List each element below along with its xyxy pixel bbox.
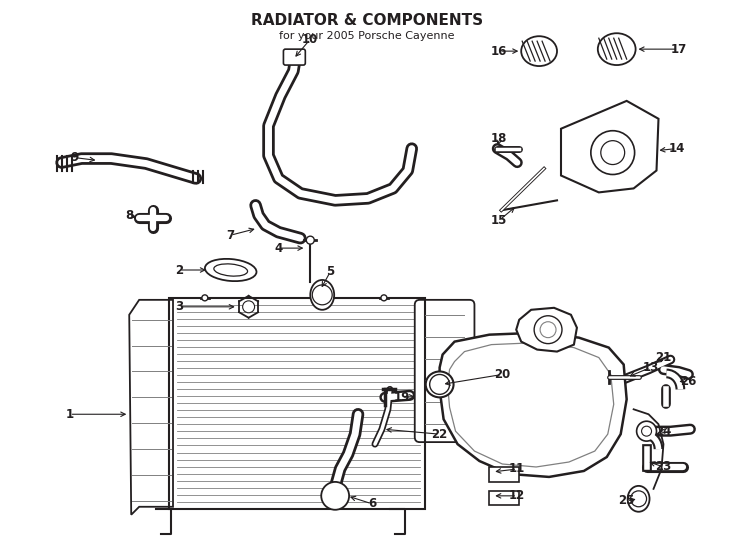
Text: 22: 22: [432, 428, 448, 441]
Circle shape: [202, 295, 208, 301]
Ellipse shape: [597, 33, 636, 65]
Text: RADIATOR & COMPONENTS: RADIATOR & COMPONENTS: [251, 14, 483, 28]
Text: 21: 21: [655, 351, 672, 364]
Circle shape: [312, 285, 333, 305]
Polygon shape: [561, 101, 658, 192]
Text: 7: 7: [227, 228, 235, 242]
Text: 11: 11: [509, 462, 526, 476]
Circle shape: [243, 301, 255, 313]
FancyBboxPatch shape: [490, 491, 519, 505]
Circle shape: [642, 426, 652, 436]
Text: 8: 8: [125, 209, 134, 222]
Circle shape: [321, 482, 349, 510]
Circle shape: [429, 374, 449, 394]
Text: 1: 1: [65, 408, 73, 421]
Text: 26: 26: [680, 375, 697, 388]
Circle shape: [306, 236, 314, 244]
Text: 24: 24: [655, 424, 672, 437]
Text: 6: 6: [368, 497, 376, 510]
Text: 14: 14: [668, 142, 685, 155]
Ellipse shape: [628, 486, 650, 512]
Text: 4: 4: [275, 241, 283, 255]
Text: 17: 17: [670, 43, 686, 56]
Text: 12: 12: [509, 489, 526, 502]
Text: 25: 25: [619, 494, 635, 507]
Circle shape: [591, 131, 635, 174]
FancyBboxPatch shape: [283, 49, 305, 65]
Polygon shape: [129, 300, 173, 515]
Text: 3: 3: [175, 300, 183, 313]
Ellipse shape: [521, 36, 557, 66]
Text: 16: 16: [491, 45, 507, 58]
Circle shape: [381, 295, 387, 301]
Ellipse shape: [205, 259, 256, 281]
Circle shape: [534, 316, 562, 343]
Circle shape: [631, 491, 647, 507]
Text: 15: 15: [491, 214, 507, 227]
Text: 20: 20: [494, 368, 510, 381]
Text: 13: 13: [642, 361, 658, 374]
Ellipse shape: [426, 372, 454, 397]
Circle shape: [540, 322, 556, 338]
Text: 2: 2: [175, 264, 183, 276]
Text: 10: 10: [302, 33, 319, 46]
Text: 9: 9: [70, 151, 79, 164]
FancyBboxPatch shape: [415, 300, 474, 442]
Ellipse shape: [310, 280, 334, 310]
FancyBboxPatch shape: [490, 467, 519, 482]
Polygon shape: [440, 333, 627, 477]
Text: for your 2005 Porsche Cayenne: for your 2005 Porsche Cayenne: [279, 31, 455, 41]
Polygon shape: [516, 308, 577, 352]
Text: 18: 18: [491, 132, 507, 145]
Text: 23: 23: [655, 461, 672, 474]
Circle shape: [601, 140, 625, 165]
Circle shape: [636, 421, 656, 441]
Ellipse shape: [214, 264, 247, 276]
Bar: [169, 298, 425, 509]
Text: 5: 5: [326, 266, 334, 279]
Text: 19: 19: [393, 391, 410, 404]
